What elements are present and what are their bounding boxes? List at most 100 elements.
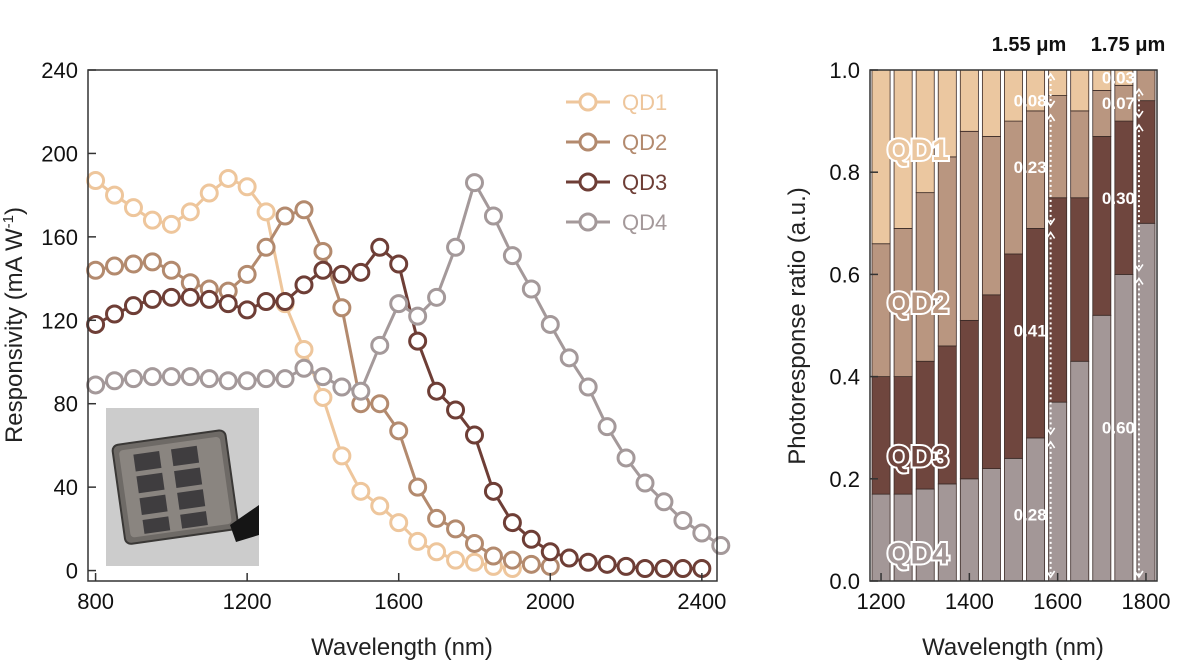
left-x-tick-label: 2400	[677, 589, 726, 614]
data-point	[408, 331, 428, 351]
data-point	[105, 185, 125, 205]
data-point	[86, 171, 106, 191]
data-point	[370, 394, 390, 414]
data-point	[313, 260, 333, 280]
data-point	[427, 508, 447, 528]
data-point	[370, 335, 390, 355]
bar-segment-qd4	[981, 468, 1001, 582]
data-point	[559, 348, 579, 368]
arrow-head	[1134, 123, 1144, 132]
data-point	[142, 367, 162, 387]
data-point	[161, 260, 181, 280]
data-point	[597, 554, 617, 574]
series-qd1	[86, 168, 522, 578]
right-y-axis-label: Photoresponse ratio (a.u.)	[784, 187, 811, 465]
data-point	[105, 304, 125, 324]
data-point	[370, 496, 390, 516]
bar-segment-qd3	[893, 376, 913, 495]
bar-segment-qd2	[959, 130, 979, 321]
right-y-tick-label: 0.2	[829, 467, 860, 492]
arrow-head	[1134, 570, 1144, 579]
data-point	[237, 371, 257, 391]
arrow-head	[1045, 230, 1056, 239]
data-point	[237, 264, 257, 284]
data-point	[351, 262, 371, 282]
right-y-tick-label: 0.8	[829, 160, 860, 185]
ratio-value-label: 0.60	[1102, 419, 1135, 438]
data-point	[123, 254, 143, 274]
bar-segment-qd4	[1070, 360, 1090, 582]
data-point	[86, 314, 106, 334]
data-point	[483, 546, 503, 566]
data-point	[408, 531, 428, 551]
data-point	[180, 367, 200, 387]
data-point	[294, 200, 314, 220]
bar-segment-qd1	[915, 69, 935, 194]
data-point	[180, 202, 200, 222]
ratio-value-label: 0.03	[1102, 69, 1135, 88]
bar-segment-qd3	[871, 376, 891, 495]
data-point	[502, 246, 522, 266]
data-point	[483, 206, 503, 226]
data-point	[86, 260, 106, 280]
data-point	[635, 558, 655, 578]
data-point	[635, 473, 655, 493]
data-point	[540, 314, 560, 334]
legend-label: QD4	[622, 210, 667, 235]
data-point	[654, 492, 674, 512]
left-y-axis-label: Responsivity (mA W-1)	[0, 207, 28, 443]
data-point	[332, 298, 352, 318]
data-point	[483, 481, 503, 501]
data-point	[142, 210, 162, 230]
data-point	[199, 369, 219, 389]
data-point	[256, 202, 276, 222]
data-point	[521, 529, 541, 549]
left-y-tick-label: 120	[41, 308, 78, 333]
arrow-head	[1045, 427, 1056, 436]
left-x-axis-label: Wavelength (nm)	[311, 634, 493, 661]
data-point	[294, 275, 314, 295]
data-point	[123, 296, 143, 316]
top-label-1550: 1.55 μm	[992, 34, 1067, 56]
bar-segment-qd2	[1070, 110, 1090, 199]
arrow-head	[1045, 217, 1056, 226]
data-point	[313, 241, 333, 261]
left-y-tick-label: 240	[41, 58, 78, 83]
legend-marker	[578, 172, 598, 192]
arrow-head	[1134, 87, 1144, 96]
bar-segment-qd4	[1092, 314, 1112, 582]
bar-segment-qd3	[1092, 136, 1112, 316]
data-point	[502, 550, 522, 570]
left-y-tick-label: 80	[54, 392, 78, 417]
data-point	[256, 292, 276, 312]
data-point	[408, 477, 428, 497]
data-point	[446, 550, 466, 570]
ratio-value-label: 0.30	[1102, 189, 1135, 208]
data-point	[313, 367, 333, 387]
arrow-head	[1045, 113, 1056, 122]
bar-segment-qd2	[1004, 120, 1023, 255]
data-point	[464, 173, 484, 193]
data-point	[559, 548, 579, 568]
data-point	[673, 558, 693, 578]
ratio-value-label: 0.41	[1014, 322, 1047, 341]
data-point	[256, 369, 276, 389]
bar-segment-qd3	[981, 294, 1001, 469]
data-point	[616, 448, 636, 468]
data-point	[427, 287, 447, 307]
data-point	[654, 558, 674, 578]
data-point	[123, 369, 143, 389]
data-point	[370, 237, 390, 257]
right-x-tick-label: 1800	[1121, 589, 1170, 614]
data-point	[180, 287, 200, 307]
arrow-head	[1045, 440, 1056, 449]
ratio-value-label: 0.08	[1014, 92, 1047, 111]
device-photo-inset	[106, 408, 259, 566]
legend-marker	[578, 92, 598, 112]
ratio-value-label: 0.07	[1102, 94, 1135, 113]
data-point	[86, 375, 106, 395]
series-qd4	[86, 173, 731, 556]
arrow-head	[1134, 276, 1144, 285]
bar-segment-qd1	[959, 69, 979, 132]
data-point	[105, 371, 125, 391]
